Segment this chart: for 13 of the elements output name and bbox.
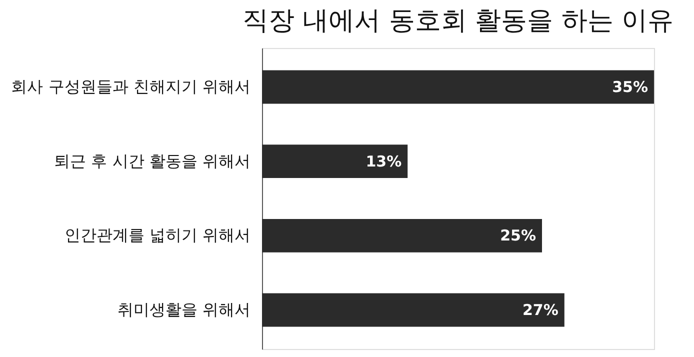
bar [262, 144, 408, 178]
data-label: 25% [500, 226, 536, 245]
bar [262, 70, 654, 104]
y-tick-label: 인간관계를 넓히기 위해서 [64, 226, 250, 245]
data-label: 27% [522, 300, 558, 319]
bar [262, 218, 542, 252]
y-tick-label: 회사 구성원들과 친해지기 위해서 [11, 77, 250, 96]
bar [262, 293, 564, 327]
data-label: 35% [612, 78, 648, 96]
y-tick-label: 퇴근 후 시간 활동을 위해서 [54, 151, 250, 170]
data-label: 13% [366, 152, 402, 170]
chart-title: 직장 내에서 동호회 활동을 하는 이유 [242, 6, 674, 36]
y-tick-label: 취미생활을 위해서 [117, 300, 250, 319]
